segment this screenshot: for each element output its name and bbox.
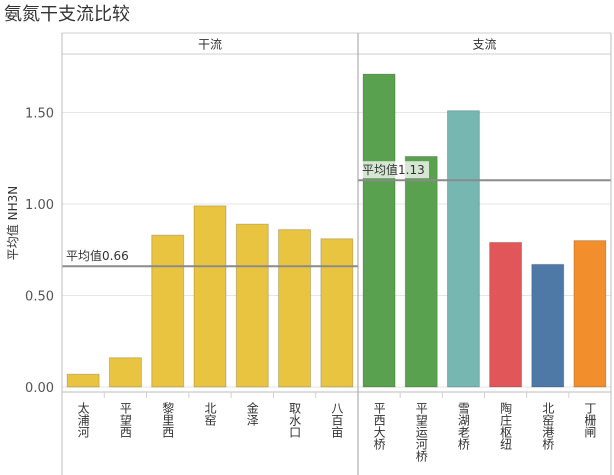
x-tick-label: 平望运河桥 <box>414 402 428 463</box>
bar <box>193 205 227 388</box>
y-tick-label: 0.50 <box>25 290 54 305</box>
average-label-bg <box>361 161 429 179</box>
x-tick-label: 平西大桥 <box>372 402 386 451</box>
y-tick-label: 0.00 <box>25 381 54 396</box>
panel-header: 支流 <box>472 38 496 52</box>
y-axis-title: 平均值 NH3N <box>5 186 20 260</box>
average-label-bg <box>65 247 133 265</box>
bar <box>489 241 523 388</box>
bar <box>362 73 396 388</box>
x-tick-label: 太浦河 <box>76 401 90 438</box>
x-tick-label: 北窑港桥 <box>541 402 555 451</box>
bar <box>404 155 438 388</box>
panel-header: 干流 <box>198 38 222 52</box>
x-tick-label: 平望西 <box>118 402 132 438</box>
bar <box>531 263 565 388</box>
x-tick-label: 雪湖老桥 <box>456 402 470 451</box>
x-tick-label: 金泽 <box>245 401 259 426</box>
x-tick-label: 黎里西 <box>161 402 175 438</box>
bar <box>66 373 100 388</box>
bar <box>151 234 185 388</box>
bar <box>573 240 607 388</box>
bar <box>320 238 354 388</box>
x-tick-label: 丁栅闸 <box>583 402 597 438</box>
frame-layer <box>61 32 612 475</box>
x-tick-label: 陶庄枢纽 <box>499 401 513 450</box>
y-tick-label: 1.00 <box>25 198 54 213</box>
x-tick-label: 八百亩 <box>330 402 344 438</box>
bar <box>278 229 312 388</box>
bar <box>108 357 142 388</box>
chart-title: 氨氮干支流比较 <box>4 4 130 25</box>
bar <box>235 223 269 388</box>
x-tick-label: 取水口 <box>288 402 302 438</box>
bar <box>446 110 480 388</box>
x-tick-label: 北窑 <box>203 402 217 426</box>
average-label: 平均值1.13 <box>362 162 425 177</box>
average-label: 平均值0.66 <box>66 248 129 263</box>
bars-layer <box>62 73 611 388</box>
y-tick-label: 1.50 <box>25 107 54 122</box>
